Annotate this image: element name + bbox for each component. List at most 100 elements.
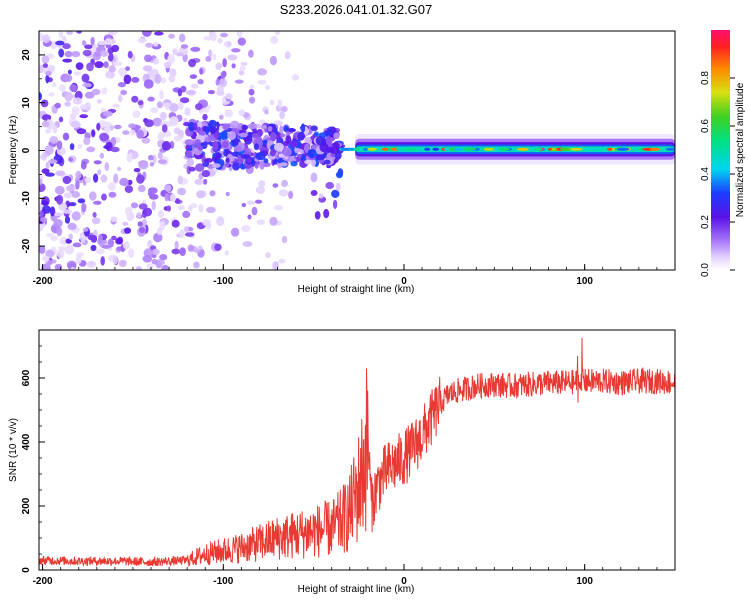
spectrogram-onset-blob <box>259 160 265 170</box>
spectrogram-noise-blob <box>40 99 49 108</box>
spectrogram-noise-blob <box>273 261 279 270</box>
spectrogram-noise-blob <box>55 170 66 177</box>
spectrogram-noise-blob <box>68 233 73 240</box>
spectrogram-onset-blob <box>279 162 288 167</box>
spectrogram-noise-blob <box>135 266 142 270</box>
spectrogram-noise-blob <box>104 162 110 172</box>
spectrogram-noise-blob <box>118 259 127 268</box>
spectrogram-xtick-label: 0 <box>401 276 407 287</box>
spectrogram-noise-blob <box>206 206 216 214</box>
spectrogram-tone-peak <box>432 147 440 151</box>
spectrogram-noise-blob <box>86 146 96 153</box>
spectrogram-noise-blob <box>288 190 294 200</box>
spectrogram-noise-blob <box>100 174 108 183</box>
spectrogram-tone-peak <box>340 147 348 151</box>
spectrogram-noise-blob <box>45 74 50 84</box>
spectrogram-marks <box>39 31 675 270</box>
spectrogram-noise-blob <box>278 258 286 264</box>
spectrogram-noise-blob <box>126 153 133 163</box>
spectrogram-onset-blob <box>184 139 195 146</box>
spectrogram-noise-blob <box>113 173 119 184</box>
spectrogram-noise-blob <box>238 109 246 116</box>
spectrogram-noise-blob <box>239 65 246 72</box>
spectrogram-noise-blob <box>174 240 179 250</box>
spectrogram-noise-blob <box>64 50 73 58</box>
spectrogram-noise-blob <box>231 63 236 69</box>
spectrogram-onset-blob <box>232 162 240 171</box>
spectrogram-onset-blob <box>287 128 297 133</box>
spectrogram-noise-blob <box>184 107 191 116</box>
spectrogram-noise-blob <box>39 178 43 186</box>
spectrogram-xtick-label: 100 <box>576 276 593 287</box>
spectrogram-noise-blob <box>179 247 186 256</box>
spectrogram-noise-blob <box>149 162 155 167</box>
spectrogram-tone-peak <box>606 147 613 151</box>
spectrogram-noise-blob <box>144 119 154 128</box>
spectrogram-noise-blob <box>87 234 94 241</box>
spectrogram-noise-blob <box>82 82 92 88</box>
spectrogram-onset-blob <box>289 140 298 148</box>
spectrogram-noise-blob <box>169 116 179 127</box>
spectrogram-noise-blob <box>42 255 50 262</box>
spectrogram-noise-blob <box>120 89 128 96</box>
spectrogram-noise-blob <box>186 89 197 96</box>
spectrogram-noise-blob <box>69 84 78 93</box>
spectrogram-noise-blob <box>272 183 279 188</box>
spectrogram-noise-blob <box>193 261 200 269</box>
spectrogram-noise-blob <box>96 99 102 104</box>
snr-ytick-label: 600 <box>21 369 32 386</box>
spectrogram-noise-blob <box>91 129 96 138</box>
spectrogram-noise-blob <box>157 151 163 160</box>
spectrogram-onset-blob <box>189 166 196 172</box>
colorbar: 0.0 0.2 0.4 0.6 0.8 Normalized spectral ampl… <box>700 30 746 277</box>
spectrogram-tone-peak <box>424 147 431 151</box>
spectrogram-onset-blob <box>332 142 340 149</box>
spectrogram-tone-peak <box>497 147 511 151</box>
spectrogram-noise-blob <box>179 97 190 104</box>
spectrogram-noise-blob <box>284 51 291 60</box>
spectrogram-noise-blob <box>136 212 142 219</box>
spectrogram-onset-blob <box>269 149 276 157</box>
spectrogram-onset-blob <box>285 135 292 144</box>
spectrogram-noise-blob <box>124 227 132 234</box>
spectrogram-noise-blob <box>291 74 300 81</box>
spectrogram-noise-blob <box>128 123 136 129</box>
spectrogram-noise-blob <box>90 244 97 252</box>
spectrogram-noise-blob <box>247 200 256 205</box>
spectrogram-noise-blob <box>41 168 50 174</box>
spectrogram-noise-blob <box>76 31 82 34</box>
spectrogram-noise-blob <box>238 70 245 76</box>
spectrogram-onset-blob <box>240 154 250 159</box>
spectrogram-onset-blob <box>323 159 331 165</box>
spectrogram-onset-blob <box>262 139 268 144</box>
spectrogram-noise-blob <box>39 203 43 212</box>
spectrogram-noise-blob <box>164 184 172 193</box>
spectrogram-noise-blob <box>138 184 146 193</box>
spectrogram-noise-blob <box>112 61 123 67</box>
spectrogram-noise-blob <box>92 51 101 61</box>
spectrogram-noise-blob <box>58 48 65 58</box>
spectrogram-noise-blob <box>202 113 208 121</box>
spectrogram-onset-blob <box>246 157 252 163</box>
spectrogram-noise-blob <box>101 87 108 95</box>
spectrogram-noise-blob <box>171 248 181 255</box>
spectrogram-noise-blob <box>68 157 74 162</box>
spectrogram-noise-blob <box>180 44 189 49</box>
spectrogram-noise-blob <box>81 73 90 83</box>
spectrogram-noise-blob <box>65 74 73 82</box>
spectrogram-noise-blob <box>97 40 107 46</box>
spectrogram-noise-blob <box>174 135 182 142</box>
spectrogram-noise-blob <box>105 70 116 79</box>
spectrogram-onset-blob <box>335 171 343 179</box>
spectrogram-ytick-label: 10 <box>21 97 32 109</box>
spectrogram-noise-blob <box>216 216 225 227</box>
spectrogram-noise-blob <box>177 205 185 211</box>
spectrogram-noise-blob <box>148 154 154 161</box>
spectrogram-noise-blob <box>39 64 44 74</box>
spectrogram-noise-blob <box>195 163 205 172</box>
spectrogram-noise-blob <box>281 106 288 113</box>
spectrogram-noise-blob <box>62 43 71 50</box>
spectrogram-noise-blob <box>117 82 126 88</box>
